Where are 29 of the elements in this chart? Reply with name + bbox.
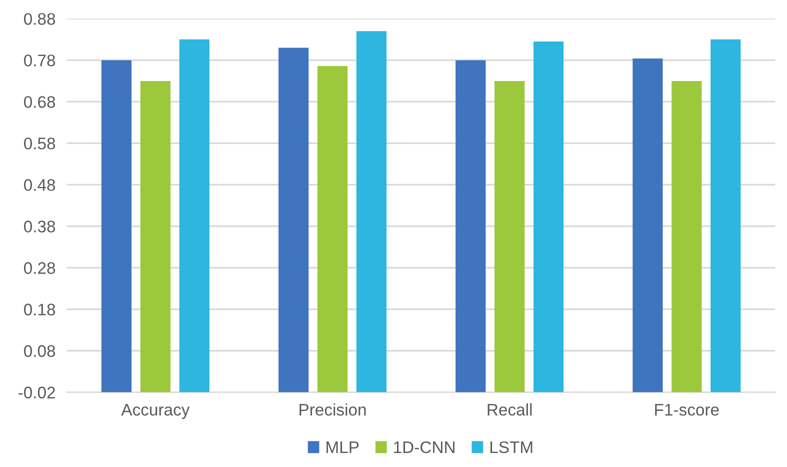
y-tick-label: -0.02 — [18, 386, 55, 398]
x-tick-label: Precision — [300, 403, 366, 416]
legend-label: 1D-CNN — [394, 441, 454, 454]
bar — [179, 39, 210, 392]
x-tick-label: Recall — [488, 403, 532, 416]
bar — [672, 80, 702, 392]
bar — [494, 80, 525, 392]
legend-label: MLP — [326, 442, 359, 453]
bar — [317, 66, 348, 392]
bar — [710, 39, 741, 392]
bar — [533, 42, 564, 392]
y-tick-label: 0.78 — [24, 54, 56, 66]
y-tick-label: 0.38 — [24, 220, 56, 232]
bar — [278, 48, 309, 392]
bar — [101, 60, 132, 392]
bar — [632, 58, 663, 392]
bar — [356, 31, 387, 392]
x-tick-label: Accuracy — [121, 404, 190, 419]
bar — [456, 60, 486, 392]
y-tick-label: 0.68 — [24, 96, 56, 108]
y-tick-label: 0.48 — [24, 179, 56, 191]
y-tick-label: 0.58 — [24, 138, 56, 150]
y-tick-label: 0.88 — [24, 13, 56, 25]
y-tick-label: 0.28 — [24, 262, 56, 274]
legend-label: LSTM — [490, 441, 532, 454]
y-tick-label: 0.18 — [24, 304, 56, 316]
y-tick-label: 0.08 — [24, 345, 56, 357]
bar — [140, 80, 170, 392]
x-tick-label: F1-score — [655, 404, 719, 416]
